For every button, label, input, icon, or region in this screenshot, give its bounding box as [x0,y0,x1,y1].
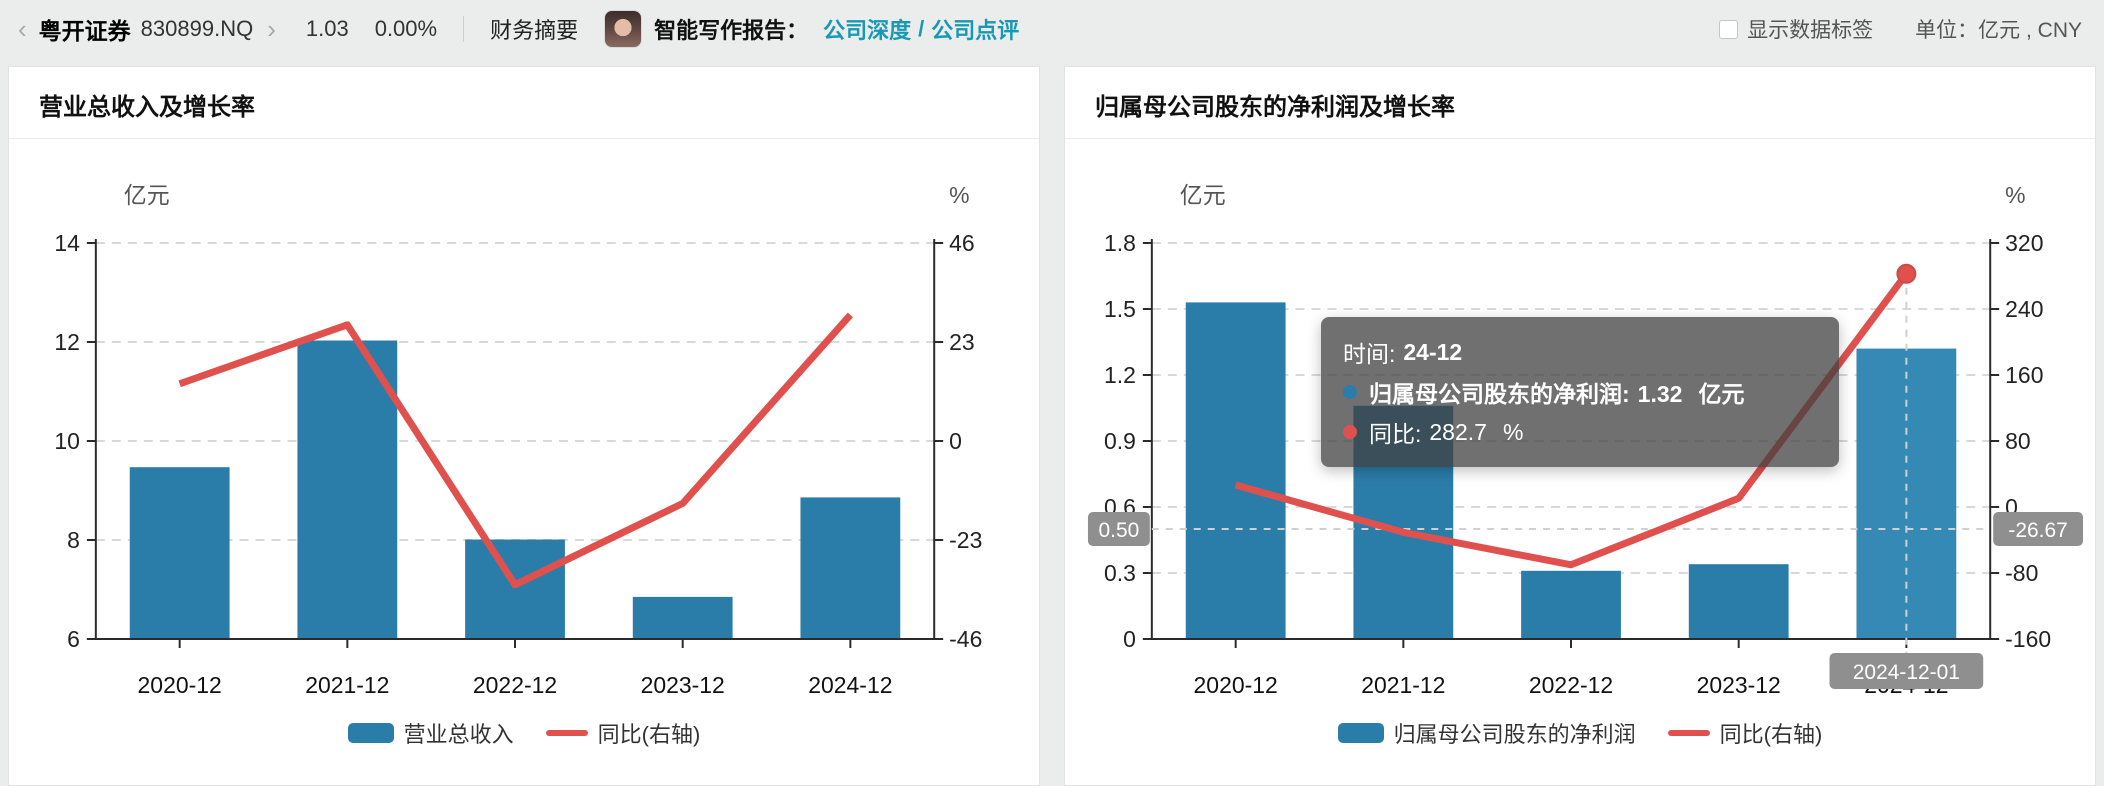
svg-text:-23: -23 [949,527,982,553]
charts-row: 营业总收入及增长率 14 12 10 8 6 46 23 0 -23 -46 亿元% 2020-12 2… [0,58,2104,786]
svg-text:2022-12: 2022-12 [1529,672,1613,698]
tooltip-time-row: 时间: 24-12 [1343,338,1463,368]
tab-financial-summary[interactable]: 财务摘要 [490,18,579,43]
svg-text:-46: -46 [949,626,982,652]
line-swatch-icon [545,730,588,736]
svg-text:46: 46 [949,230,975,256]
svg-text:240: 240 [2005,296,2043,322]
svg-text:0: 0 [949,428,962,454]
link-company-comment[interactable]: 公司点评 [931,18,1020,43]
stock-price: 1.03 [305,16,349,41]
card-divider [9,138,1039,139]
header-divider [463,16,465,42]
svg-text:10: 10 [54,428,80,454]
unit-label: 单位：亿元 , CNY [1915,19,2082,42]
show-data-labels-checkbox[interactable] [1719,19,1739,39]
net-profit-chart-legend: 归属母公司股东的净利润 同比(右轴) [1065,717,2095,749]
line-swatch-icon [1667,730,1710,736]
stock-change-percent: 0.00% [374,16,438,41]
svg-text:80: 80 [2005,428,2031,454]
svg-text:2023-12: 2023-12 [641,672,725,698]
svg-text:2024-12: 2024-12 [808,672,892,698]
tooltip-series1-row: 归属母公司股东的净利润: 1.32 亿元 [1343,372,1817,412]
back-chevron-icon[interactable]: ‹ [18,14,27,44]
stock-code: 830899.NQ [140,16,254,41]
stock-name: 粤开证券 [38,18,131,44]
show-data-labels-label: 显示数据标签 [1747,19,1874,42]
link-separator: / [918,16,925,41]
svg-text:%: % [949,182,969,208]
svg-text:1.2: 1.2 [1104,362,1136,388]
svg-text:-80: -80 [2005,560,2038,586]
legend-item-revenue[interactable]: 营业总收入 [347,717,514,749]
chart-tooltip: 时间: 24-12 归属母公司股东的净利润: 1.32 亿元 同比: 282.7% [1321,317,1839,467]
svg-text:12: 12 [54,329,80,355]
smart-report-label: 智能写作报告： [654,18,809,43]
header-right: 显示数据标签 单位：亿元 , CNY [1719,14,2082,44]
top-bar: ‹ 粤开证券 830899.NQ › 1.03 0.00% 财务摘要 智能写作报… [0,0,2104,58]
svg-text:2020-12: 2020-12 [138,672,222,698]
avatar[interactable] [604,10,643,48]
legend-label: 同比(右轴) [597,722,701,747]
svg-text:2024-12-01: 2024-12-01 [1853,661,1960,684]
svg-text:0.9: 0.9 [1104,428,1136,454]
svg-text:14: 14 [54,230,80,256]
svg-text:亿元: 亿元 [124,182,170,208]
revenue-chart-title: 营业总收入及增长率 [39,94,255,121]
svg-text:2022-12: 2022-12 [473,672,557,698]
svg-text:8: 8 [67,527,80,553]
svg-text:亿元: 亿元 [1180,182,1226,208]
svg-text:160: 160 [2005,362,2043,388]
revenue-chart-card: 营业总收入及增长率 14 12 10 8 6 46 23 0 -23 -46 亿元% 2020-12 2… [8,66,1040,786]
svg-text:-26.67: -26.67 [2008,519,2067,542]
net-profit-chart-card: 归属母公司股东的净利润及增长率 1.8 1.5 1.2 0.9 0.6 0.3 0 320 24… [1064,66,2096,786]
card-divider [1065,138,2095,139]
svg-text:-160: -160 [2005,626,2051,652]
svg-text:23: 23 [949,329,975,355]
revenue-chart-legend: 营业总收入 同比(右轴) [9,717,1039,749]
svg-text:2021-12: 2021-12 [305,672,389,698]
legend-label: 营业总收入 [403,722,514,747]
legend-item-net-profit[interactable]: 归属母公司股东的净利润 [1337,717,1636,749]
svg-text:%: % [2005,182,2025,208]
bar-swatch-icon [1337,723,1384,743]
svg-text:2021-12: 2021-12 [1361,672,1445,698]
svg-text:1.8: 1.8 [1104,230,1136,256]
svg-text:1.5: 1.5 [1104,296,1136,322]
line-series-dot-icon [1343,425,1357,439]
legend-label: 归属母公司股东的净利润 [1393,722,1636,747]
svg-text:2020-12: 2020-12 [1194,672,1278,698]
link-company-deep[interactable]: 公司深度 [823,18,912,43]
svg-text:320: 320 [2005,230,2043,256]
bar-swatch-icon [347,723,394,743]
revenue-chart-canvas[interactable]: 14 12 10 8 6 46 23 0 -23 -46 亿元 % 2020-12 2021-12 2022… [9,139,1039,724]
legend-item-yoy[interactable]: 同比(右轴) [545,717,701,749]
legend-item-yoy[interactable]: 同比(右轴) [1667,717,1823,749]
svg-text:6: 6 [67,626,80,652]
svg-text:2023-12: 2023-12 [1697,672,1781,698]
legend-label: 同比(右轴) [1719,722,1823,747]
svg-text:0.3: 0.3 [1104,560,1136,586]
bar-series-dot-icon [1343,385,1357,399]
tooltip-series2-row: 同比: 282.7% [1343,412,1817,452]
net-profit-chart-title: 归属母公司股东的净利润及增长率 [1095,94,1455,121]
svg-text:0: 0 [1123,626,1136,652]
forward-chevron-icon[interactable]: › [267,14,276,44]
svg-text:0.50: 0.50 [1099,519,1140,542]
